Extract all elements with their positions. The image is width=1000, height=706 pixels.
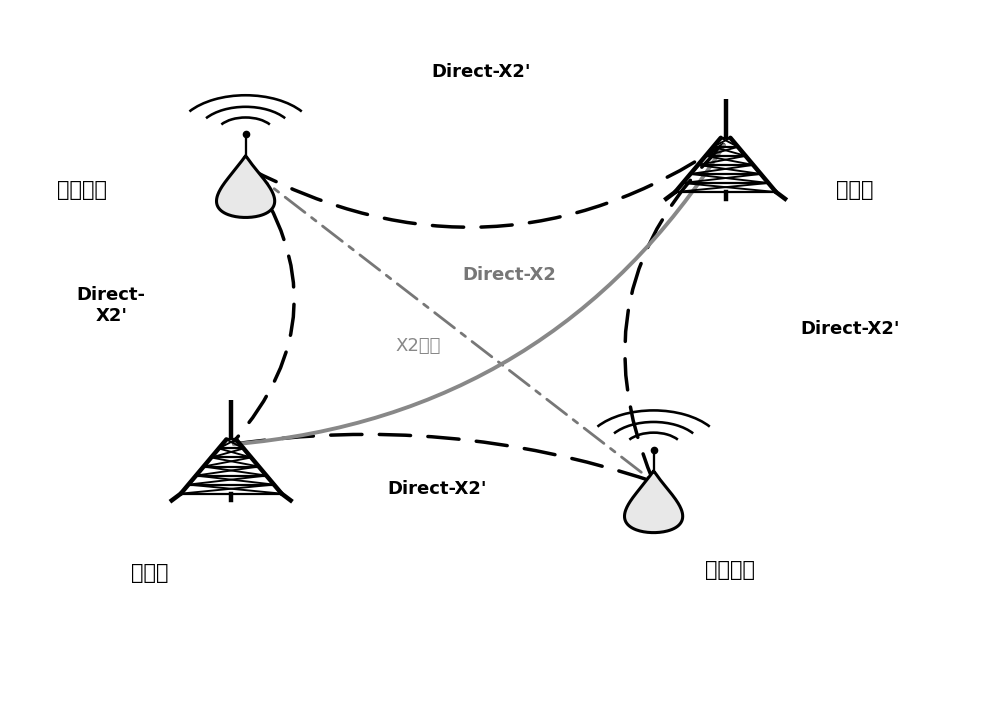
Text: Direct-X2': Direct-X2' xyxy=(431,63,531,80)
Text: X2接口: X2接口 xyxy=(396,337,441,355)
Text: 家庭基站: 家庭基站 xyxy=(705,560,755,580)
Text: Direct-X2': Direct-X2' xyxy=(388,479,487,498)
Text: Direct-X2': Direct-X2' xyxy=(801,321,900,338)
Text: Direct-
X2': Direct- X2' xyxy=(77,286,146,325)
Text: Direct-X2: Direct-X2 xyxy=(463,266,557,284)
Polygon shape xyxy=(624,472,683,532)
Text: 宏基站: 宏基站 xyxy=(836,180,874,201)
Polygon shape xyxy=(216,156,275,217)
Text: 家庭基站: 家庭基站 xyxy=(57,180,107,201)
Text: 宏基站: 宏基站 xyxy=(131,563,168,583)
